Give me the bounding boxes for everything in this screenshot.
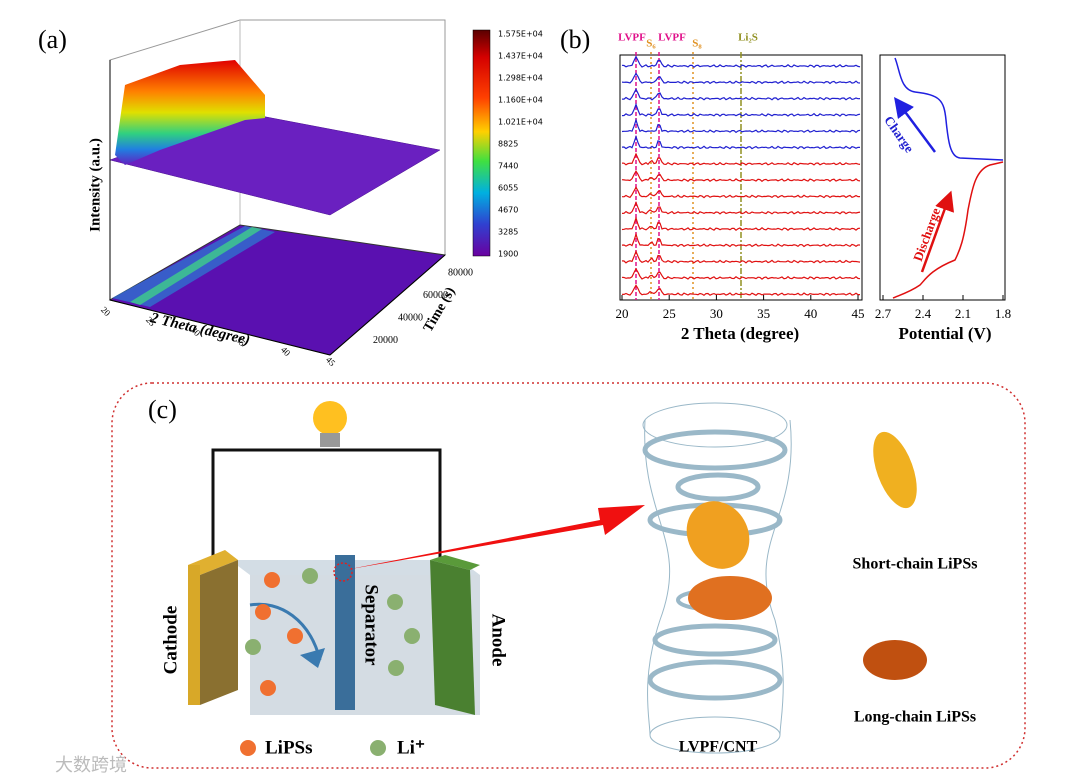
colorbar-label: 1.160E+04 — [498, 96, 543, 105]
colorbar-label: 1900 — [498, 250, 518, 259]
z-tick-label: 60000 — [423, 290, 448, 301]
axis-label: Intensity (a.u.) — [87, 138, 103, 232]
x-tick-label: 30 — [710, 306, 723, 321]
separator-label: Separator — [361, 584, 382, 666]
x-tick-label: 40 — [279, 345, 293, 359]
colorbar-label: 1.298E+04 — [498, 74, 543, 83]
legend-label: LiPSs — [265, 737, 313, 758]
axis-label: 2 Theta (degree) — [681, 324, 799, 343]
x-tick-label: 45 — [324, 355, 338, 369]
x-tick-label: 2.7 — [875, 306, 892, 321]
cage-label: LVPF/CNT — [679, 739, 758, 756]
peak-label: LVPF — [658, 32, 686, 44]
xrd-plot — [619, 52, 1006, 301]
xrd-pattern — [621, 216, 861, 231]
colorbar-label: 1.575E+04 — [498, 30, 543, 39]
xrd-pattern — [621, 200, 861, 215]
x-tick-label: 25 — [663, 306, 676, 321]
x-tick-label: 1.8 — [995, 306, 1011, 321]
short-chain-label: Short-chain LiPSs — [853, 556, 978, 573]
colorbar-label: 4670 — [498, 206, 518, 215]
colorbar-label: 6055 — [498, 184, 518, 193]
xrd-pattern — [621, 284, 860, 297]
xrd-pattern — [621, 102, 861, 117]
xrd-pattern — [621, 232, 860, 248]
x-tick-label: 40 — [804, 306, 817, 321]
panel-label: (a) — [38, 25, 67, 54]
xrd-pattern — [621, 249, 861, 264]
x-tick-label: 20 — [616, 306, 629, 321]
surface-plot — [108, 19, 491, 356]
panel-label: (b) — [560, 25, 590, 54]
colorbar-label: 8825 — [498, 140, 518, 149]
x-tick-label: 20 — [99, 305, 113, 319]
schematic — [111, 382, 1026, 769]
xrd-pattern — [621, 55, 861, 68]
xrd-pattern — [621, 152, 861, 166]
z-tick-label: 20000 — [373, 335, 398, 346]
z-tick-label: 40000 — [398, 313, 423, 324]
peak-label: S₈ — [692, 38, 702, 50]
peak-label: S₆ — [646, 38, 656, 50]
xrd-pattern — [621, 170, 861, 183]
long-chain-label: Long-chain LiPSs — [854, 709, 976, 726]
z-tick-label: 80000 — [448, 268, 473, 279]
axis-label: Potential (V) — [898, 324, 991, 343]
xrd-pattern — [621, 134, 861, 150]
peak-label: LVPF — [618, 32, 646, 44]
x-tick-label: 45 — [852, 306, 865, 321]
x-tick-label: 2.1 — [955, 306, 971, 321]
discharge-label: Discharge — [910, 206, 943, 264]
cathode-label: Cathode — [160, 606, 181, 675]
xrd-pattern — [621, 72, 861, 85]
x-tick-label: 35 — [757, 306, 770, 321]
colorbar-label: 1.021E+04 — [498, 118, 543, 127]
xrd-pattern — [622, 87, 861, 101]
panel-label: (c) — [148, 395, 177, 424]
colorbar-label: 3285 — [498, 228, 518, 237]
xrd-pattern — [621, 186, 860, 199]
peak-label: Li₂S — [738, 32, 758, 44]
colorbar-label: 1.437E+04 — [498, 52, 543, 61]
watermark: 大数跨境 — [55, 755, 127, 776]
x-tick-label: 2.4 — [915, 306, 932, 321]
xrd-pattern — [621, 117, 861, 134]
xrd-pattern — [621, 267, 861, 280]
anode-label: Anode — [488, 614, 509, 667]
colorbar-label: 7440 — [498, 162, 518, 171]
legend-label: Li⁺ — [397, 737, 425, 758]
